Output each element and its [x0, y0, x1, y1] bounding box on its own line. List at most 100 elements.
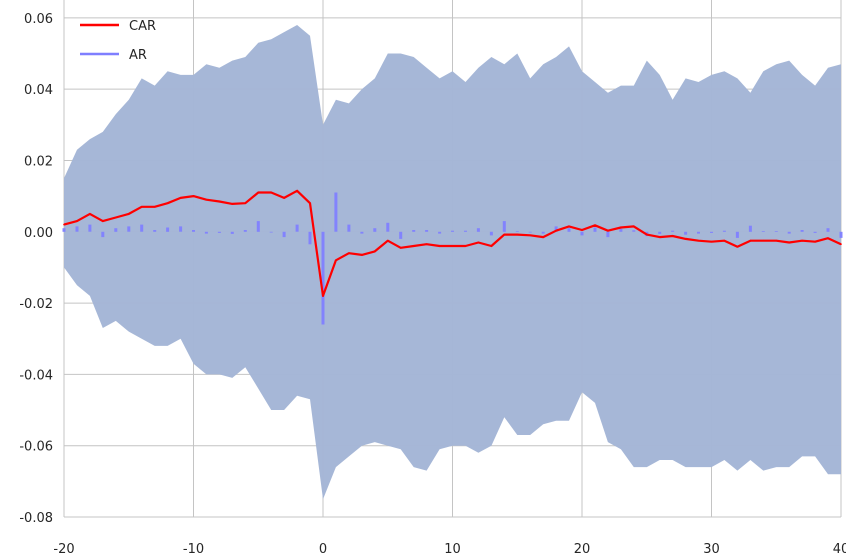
ar-bar — [114, 228, 118, 232]
ar-bar — [425, 230, 429, 232]
car-point — [658, 236, 661, 238]
car-point — [231, 203, 234, 205]
confidence-band — [64, 25, 841, 500]
y-tick-label: -0.02 — [19, 297, 53, 312]
car-point — [620, 226, 622, 229]
car-point — [697, 239, 700, 242]
car-point — [102, 220, 104, 222]
car-point — [270, 191, 273, 194]
car-point — [425, 243, 428, 245]
car-point — [115, 216, 117, 219]
y-tick-label: 0.02 — [24, 154, 53, 169]
ar-bar — [256, 221, 260, 232]
car-point — [516, 233, 519, 236]
car-point — [179, 197, 182, 199]
car-point — [451, 245, 454, 247]
car-point — [503, 233, 506, 236]
car-point — [671, 235, 674, 237]
car-point — [296, 190, 298, 192]
ar-bar — [722, 230, 726, 232]
ar-bar — [464, 230, 467, 232]
ar-bar — [192, 230, 195, 232]
ar-bar — [528, 231, 532, 233]
ar-bar — [619, 228, 623, 232]
ar-bar — [580, 231, 584, 236]
car-point — [568, 225, 570, 228]
ar-bar — [295, 224, 299, 232]
car-point — [827, 237, 829, 239]
ar-bar — [684, 231, 688, 235]
ar-bar — [774, 231, 778, 232]
x-axis-ticks: -20 -10 0 10 20 30 40 — [53, 542, 846, 557]
ar-bar — [386, 222, 390, 232]
ar-bar — [321, 231, 325, 325]
ar-bar — [334, 192, 338, 232]
car-point — [490, 245, 493, 247]
ar-bar — [75, 226, 79, 232]
ar-bar — [282, 231, 286, 238]
car-point — [775, 239, 778, 242]
ar-bar — [243, 230, 247, 232]
car-point — [749, 239, 752, 242]
ar-bar — [761, 231, 765, 232]
legend: CAR AR — [80, 19, 156, 63]
ar-bar — [839, 231, 843, 238]
ar-bar — [567, 228, 571, 232]
x-tick-label: 0 — [319, 542, 327, 557]
car-point — [581, 229, 583, 231]
ar-bar — [451, 230, 454, 232]
car-point — [76, 220, 78, 222]
ar-bar — [101, 231, 105, 238]
ar-bar — [204, 231, 208, 234]
car-point — [361, 254, 363, 256]
ar-bars — [62, 192, 843, 325]
ar-bar — [230, 231, 234, 234]
car-point — [736, 245, 739, 248]
car-point — [542, 236, 544, 238]
car-point — [723, 239, 726, 242]
ar-bar — [632, 230, 636, 232]
ar-bar — [217, 231, 221, 233]
ar-bar — [347, 224, 351, 232]
ar-bar — [748, 225, 752, 232]
y-tick-label: 0.06 — [24, 12, 53, 27]
x-tick-label: -20 — [53, 542, 74, 557]
ar-bar — [826, 228, 830, 232]
ar-bar — [127, 226, 131, 232]
car-point — [335, 259, 337, 262]
car-point — [529, 234, 531, 237]
car-point — [387, 239, 389, 242]
ar-bar — [593, 227, 597, 232]
x-tick-label: 30 — [703, 542, 720, 557]
ar-bar — [399, 231, 403, 239]
car-point — [646, 233, 648, 236]
ar-bar — [438, 231, 442, 234]
car-point — [374, 250, 376, 253]
car-point — [464, 245, 467, 247]
x-tick-label: 20 — [574, 542, 591, 557]
ar-bar — [554, 226, 558, 232]
y-tick-label: -0.06 — [19, 440, 53, 455]
ar-bar — [476, 228, 480, 232]
ar-bar — [502, 221, 506, 232]
y-tick-label: 0.04 — [24, 83, 53, 98]
ar-bar — [735, 231, 739, 238]
x-tick-label: 10 — [444, 542, 461, 557]
ar-bar — [140, 224, 144, 232]
car-point — [412, 245, 415, 247]
car-point — [607, 229, 609, 232]
car-point — [218, 200, 221, 203]
y-tick-label: -0.04 — [19, 368, 53, 383]
ar-bar — [697, 231, 700, 234]
car-point — [309, 202, 311, 204]
ar-bar — [360, 231, 364, 234]
car-point — [153, 206, 156, 208]
ar-bar — [412, 230, 416, 232]
car-point — [840, 243, 842, 245]
car-point — [140, 206, 143, 208]
car-point — [477, 241, 480, 244]
ar-bar — [308, 231, 312, 245]
car-point — [555, 229, 557, 232]
car-point — [166, 202, 169, 204]
